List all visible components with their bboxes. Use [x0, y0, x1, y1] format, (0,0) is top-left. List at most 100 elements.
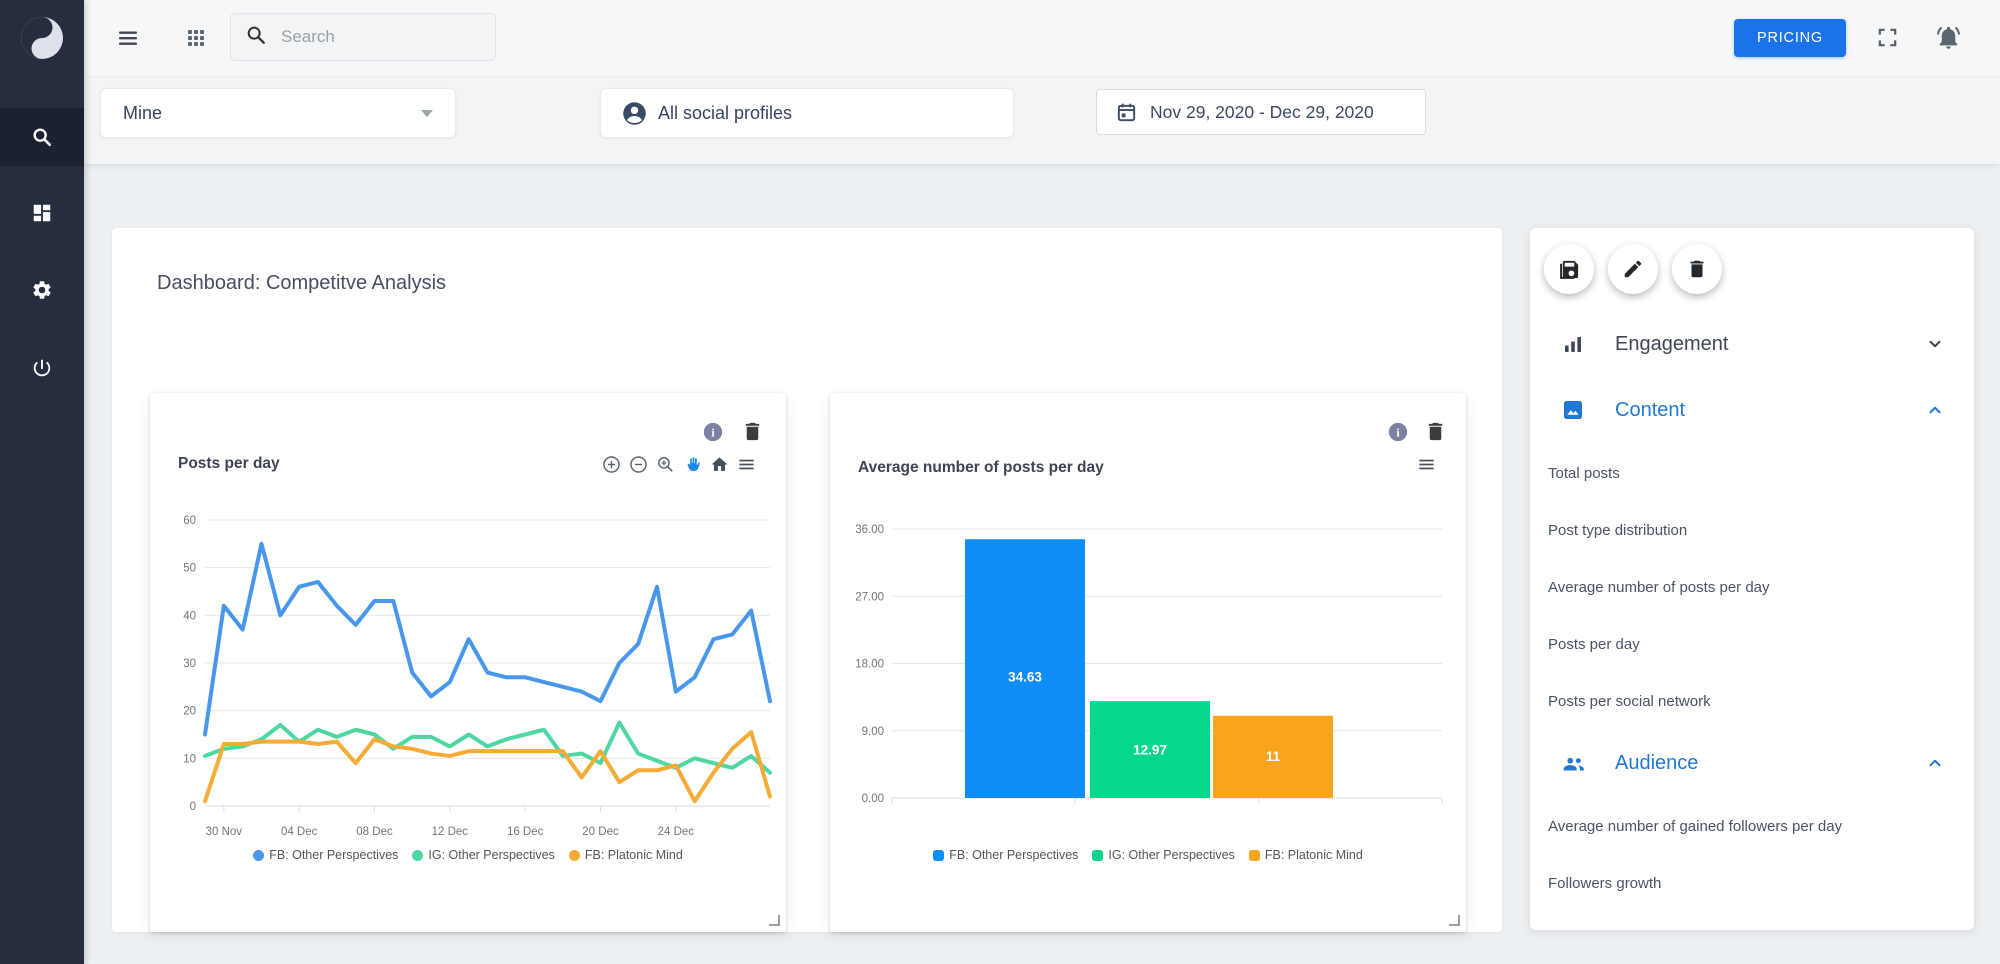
pricing-button[interactable]: PRICING	[1734, 19, 1846, 57]
legend-marker	[412, 849, 424, 861]
chevron-up-icon	[1926, 754, 1944, 772]
trash-icon	[1690, 260, 1704, 278]
legend-label: IG: Other Perspectives	[428, 848, 555, 862]
profiles-dropdown[interactable]: All social profiles	[600, 88, 1014, 138]
svg-text:50: 50	[183, 563, 196, 575]
legend-item[interactable]: IG: Other Perspectives	[1092, 848, 1235, 862]
chart-legend: FB: Other Perspectives IG: Other Perspect…	[150, 848, 786, 862]
people-icon	[1561, 751, 1585, 775]
date-range-value: Nov 29, 2020 - Dec 29, 2020	[1150, 101, 1374, 122]
save-button[interactable]	[1544, 244, 1594, 294]
svg-text:36.00: 36.00	[855, 524, 884, 536]
section-content[interactable]: Content	[1530, 384, 1974, 436]
section-label: Content	[1615, 398, 1686, 421]
line-chart[interactable]: 0 10 20 30 40 50 60 30 Nov 04 Dec 08 Dec 12 Dec 16 …	[150, 393, 786, 932]
delete-icon[interactable]	[741, 420, 764, 448]
legend-item[interactable]: FB: Other Perspectives	[933, 848, 1078, 862]
sidebar-item-dashboard[interactable]	[0, 184, 84, 242]
section-audience[interactable]: Audience	[1530, 737, 1974, 789]
resize-handle[interactable]	[769, 915, 780, 926]
svg-text:20 Dec: 20 Dec	[582, 826, 619, 838]
panel-item[interactable]: Average number of posts per day	[1548, 579, 1770, 596]
svg-text:9.00: 9.00	[862, 726, 884, 738]
section-label: Audience	[1615, 751, 1699, 774]
pan-hand-icon[interactable]	[683, 455, 702, 474]
delete-button[interactable]	[1672, 244, 1722, 294]
section-label: Engagement	[1615, 332, 1729, 355]
power-icon	[33, 359, 51, 377]
panel-item[interactable]: Posts per day	[1548, 636, 1640, 653]
panel-item[interactable]: Posts per social network	[1548, 693, 1711, 710]
chart-legend: FB: Other Perspectives IG: Other Perspect…	[830, 848, 1466, 862]
sidebar	[0, 0, 84, 964]
account-circle-icon	[621, 100, 648, 127]
info-icon[interactable]: i	[1387, 421, 1409, 448]
svg-text:0.00: 0.00	[862, 793, 884, 805]
chart-card-posts-per-day: i Posts per day 0 10 20 30 40 50 60 30 Nov 04 De…	[150, 393, 786, 932]
zoom-out-icon[interactable]	[629, 455, 648, 474]
search-icon	[245, 24, 267, 51]
filter-bar: Mine All social profiles Nov 29, 2020 - …	[84, 76, 2000, 164]
search-input[interactable]	[279, 26, 463, 48]
svg-text:0: 0	[190, 801, 196, 813]
svg-text:12 Dec: 12 Dec	[432, 826, 469, 838]
chart-title: Average number of posts per day	[858, 459, 1104, 476]
date-range-picker[interactable]: Nov 29, 2020 - Dec 29, 2020	[1096, 89, 1426, 135]
search-box[interactable]	[230, 13, 496, 61]
menu-icon[interactable]	[1417, 455, 1436, 474]
apps-grid-icon[interactable]	[184, 26, 208, 50]
svg-text:20: 20	[183, 706, 196, 718]
panel-item[interactable]: Followers growth	[1548, 875, 1662, 892]
delete-icon[interactable]	[1424, 420, 1447, 448]
resize-handle[interactable]	[1449, 915, 1460, 926]
panel-item[interactable]: Post type distribution	[1548, 522, 1688, 539]
legend-label: IG: Other Perspectives	[1108, 848, 1235, 862]
svg-text:24 Dec: 24 Dec	[658, 826, 695, 838]
svg-text:34.63: 34.63	[1008, 670, 1042, 685]
audience-items-list: Average number of gained followers per d…	[1548, 798, 1956, 912]
image-icon	[1561, 398, 1585, 422]
svg-text:60: 60	[183, 515, 196, 527]
ownership-value: Mine	[123, 102, 163, 123]
hamburger-menu-icon[interactable]	[116, 26, 140, 50]
ownership-dropdown[interactable]: Mine	[100, 88, 456, 138]
panel-item[interactable]: Total posts	[1548, 465, 1620, 482]
section-engagement[interactable]: Engagement	[1530, 318, 1974, 370]
pencil-icon	[1624, 260, 1642, 278]
legend-marker	[1092, 849, 1104, 861]
home-icon[interactable]	[710, 455, 729, 474]
fullscreen-icon[interactable]	[1876, 26, 1900, 50]
selection-zoom-icon[interactable]	[656, 455, 675, 474]
legend-item[interactable]: FB: Other Perspectives	[253, 848, 398, 862]
widget-panel: Engagement Content Total posts Post type …	[1530, 228, 1974, 930]
yin-yang-logo-icon	[21, 17, 63, 59]
bar-chart[interactable]: 0.00 9.00 18.00 27.00 36.00 34.63 12.97 11	[830, 393, 1466, 932]
sidebar-item-settings[interactable]	[0, 261, 84, 319]
notifications-bell-icon[interactable]	[1935, 24, 1960, 49]
calendar-icon	[1115, 101, 1138, 124]
legend-item[interactable]: FB: Platonic Mind	[568, 848, 683, 862]
menu-icon[interactable]	[737, 455, 756, 474]
chart-toolbar	[602, 455, 756, 474]
content-items-list: Total posts Post type distribution Average…	[1548, 445, 1956, 730]
svg-text:30 Nov: 30 Nov	[206, 826, 243, 838]
sidebar-item-search[interactable]	[0, 108, 84, 166]
legend-item[interactable]: FB: Platonic Mind	[1248, 848, 1363, 862]
zoom-in-icon[interactable]	[602, 455, 621, 474]
panel-item[interactable]: Average number of gained followers per d…	[1548, 818, 1843, 835]
svg-text:27.00: 27.00	[855, 591, 884, 603]
svg-text:18.00: 18.00	[855, 659, 884, 671]
legend-marker	[1248, 849, 1260, 861]
logo	[0, 0, 84, 76]
chevron-down-icon	[421, 109, 433, 117]
edit-button[interactable]	[1608, 244, 1658, 294]
sidebar-item-logout[interactable]	[0, 339, 84, 397]
legend-item[interactable]: IG: Other Perspectives	[412, 848, 555, 862]
svg-text:12.97: 12.97	[1133, 742, 1167, 757]
chart-toolbar	[1417, 455, 1436, 474]
chart-title: Posts per day	[178, 455, 280, 472]
legend-marker	[568, 849, 580, 861]
save-icon	[1559, 260, 1578, 279]
info-icon[interactable]: i	[702, 421, 724, 448]
svg-text:i: i	[711, 426, 715, 440]
